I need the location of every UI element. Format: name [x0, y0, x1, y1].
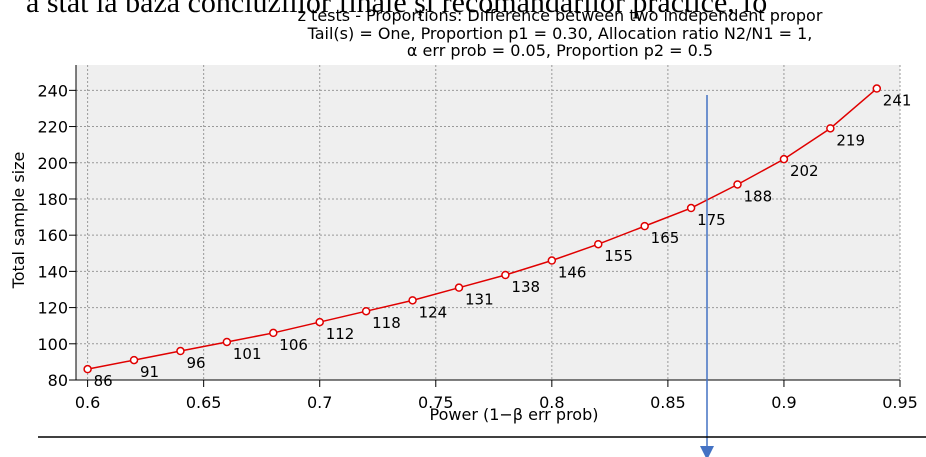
- data-label: 188: [744, 187, 773, 205]
- x-tick-label: 0.85: [650, 393, 686, 412]
- chart-subtitle: Tail(s) = One, Proportion p1 = 0.30, All…: [307, 24, 813, 43]
- chart-subtitle: α err prob = 0.05, Proportion p2 = 0.5: [407, 41, 713, 60]
- point: [222, 337, 232, 347]
- y-tick-label: 120: [37, 299, 68, 318]
- y-tick-label: 80: [48, 371, 68, 390]
- point: [826, 124, 835, 133]
- x-tick-label: 0.8: [539, 393, 564, 412]
- data-label: 146: [558, 264, 587, 282]
- point: [408, 296, 417, 305]
- x-tick-label: 0.75: [418, 393, 454, 412]
- point: [872, 84, 882, 93]
- data-label: 202: [790, 162, 819, 180]
- data-label: 138: [511, 278, 540, 296]
- point: [269, 328, 278, 338]
- point: [83, 364, 92, 374]
- data-label: 219: [836, 131, 865, 149]
- data-label: 155: [604, 247, 633, 265]
- plot-area: [76, 65, 900, 380]
- x-tick-label: 0.65: [186, 393, 222, 412]
- data-label: 96: [186, 354, 205, 372]
- x-tick-label: 0.95: [882, 393, 918, 412]
- x-tick-label: 0.6: [75, 393, 100, 412]
- point: [129, 355, 139, 365]
- point: [686, 203, 696, 213]
- plot: 0.6 0.65 0.7 0.75 0.8 0.85 0.9 0.95 80 100 120 140 1…: [37, 65, 918, 412]
- data-label: 131: [465, 291, 494, 309]
- x-axis-label: Power (1−β err prob): [430, 405, 599, 424]
- point: [640, 221, 649, 231]
- point: [594, 239, 603, 249]
- y-tick-label: 100: [37, 335, 68, 354]
- point: [779, 154, 789, 164]
- point: [454, 283, 464, 292]
- arrow-head: [700, 446, 714, 457]
- data-label: 112: [326, 325, 355, 343]
- data-label: 91: [140, 363, 159, 381]
- point: [176, 346, 185, 356]
- data-label: 165: [651, 229, 680, 247]
- data-label: 86: [94, 372, 113, 390]
- y-tick-label: 180: [37, 190, 68, 209]
- data-label: 101: [233, 345, 262, 363]
- point: [361, 306, 371, 316]
- point: [547, 256, 557, 265]
- y-tick-label: 200: [37, 154, 68, 173]
- point: [733, 180, 742, 189]
- y-axis-label: Total sample size: [9, 152, 28, 290]
- x-tick-label: 0.9: [771, 393, 796, 412]
- y-tick-label: 220: [37, 118, 68, 137]
- point: [315, 317, 324, 327]
- x-tick-label: 0.7: [307, 393, 332, 412]
- y-tick-label: 240: [37, 81, 68, 100]
- point: [501, 270, 510, 280]
- data-label: 124: [419, 303, 448, 321]
- document-text: a stat la baza concluziilor finale și re…: [26, 0, 767, 19]
- data-label: 241: [883, 92, 912, 110]
- y-tick-label: 160: [37, 226, 68, 245]
- data-label: 106: [279, 336, 308, 354]
- data-label: 118: [372, 314, 401, 332]
- y-tick-label: 140: [37, 262, 68, 281]
- chart-title: z tests - Proportions: Difference betwee…: [298, 6, 823, 25]
- line: [87, 87, 878, 370]
- data-label: 175: [697, 211, 726, 229]
